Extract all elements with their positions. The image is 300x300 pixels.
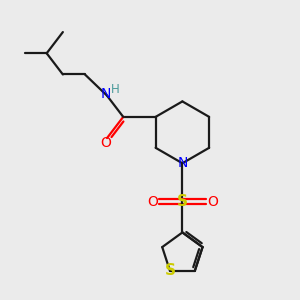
Text: O: O (147, 194, 158, 208)
Text: S: S (177, 194, 188, 209)
Text: O: O (100, 136, 111, 150)
Text: N: N (177, 156, 188, 170)
Text: H: H (111, 83, 120, 96)
Text: N: N (100, 87, 111, 101)
Text: O: O (207, 194, 218, 208)
Text: S: S (164, 263, 175, 278)
